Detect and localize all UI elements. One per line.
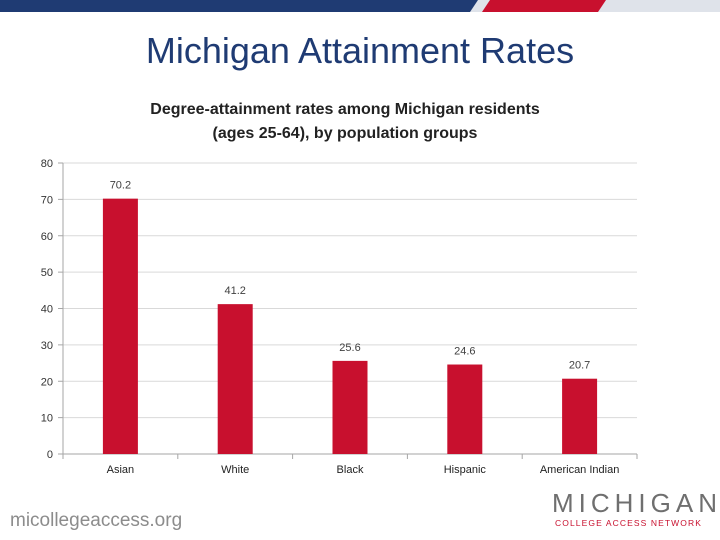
bar <box>332 360 368 454</box>
data-label: 41.2 <box>224 285 245 297</box>
y-tick-label: 70 <box>41 194 53 206</box>
y-tick-label: 0 <box>47 449 53 461</box>
logo-wordmark: MICHIGAN <box>552 488 720 518</box>
y-tick-label: 30 <box>41 340 53 352</box>
bar <box>562 378 598 454</box>
y-tick-label: 40 <box>41 304 53 316</box>
slide-title: Michigan Attainment Rates <box>145 30 575 71</box>
bar <box>447 364 483 454</box>
logo-subtitle: COLLEGE ACCESS NETWORK <box>555 518 703 528</box>
x-tick-label: White <box>221 464 249 476</box>
bar <box>217 304 253 454</box>
y-tick-label: 60 <box>41 231 53 243</box>
data-label: 20.7 <box>569 360 590 372</box>
x-tick-label: Hispanic <box>444 464 487 476</box>
data-label: 70.2 <box>110 180 131 192</box>
chart-title-line-2: (ages 25-64), by population groups <box>212 125 478 142</box>
data-label: 24.6 <box>454 346 475 358</box>
data-label: 25.6 <box>339 342 360 354</box>
x-tick-label: Black <box>337 464 364 476</box>
x-tick-label: American Indian <box>540 464 620 476</box>
bar <box>102 198 138 454</box>
top-banner-bar <box>0 0 720 12</box>
x-tick-label: Asian <box>107 464 135 476</box>
chart-title-line-1: Degree-attainment rates among Michigan r… <box>150 101 540 118</box>
footer-url: micollegeaccess.org <box>10 510 183 531</box>
y-tick-label: 80 <box>41 158 53 170</box>
y-tick-label: 20 <box>41 376 53 388</box>
y-tick-label: 50 <box>41 267 53 279</box>
y-tick-label: 10 <box>41 413 53 425</box>
michigan-logo: MICHIGAN COLLEGE ACCESS NETWORK <box>552 488 720 529</box>
top-banner-red <box>482 0 606 12</box>
chart-title: Degree-attainment rates among Michigan r… <box>130 98 560 146</box>
